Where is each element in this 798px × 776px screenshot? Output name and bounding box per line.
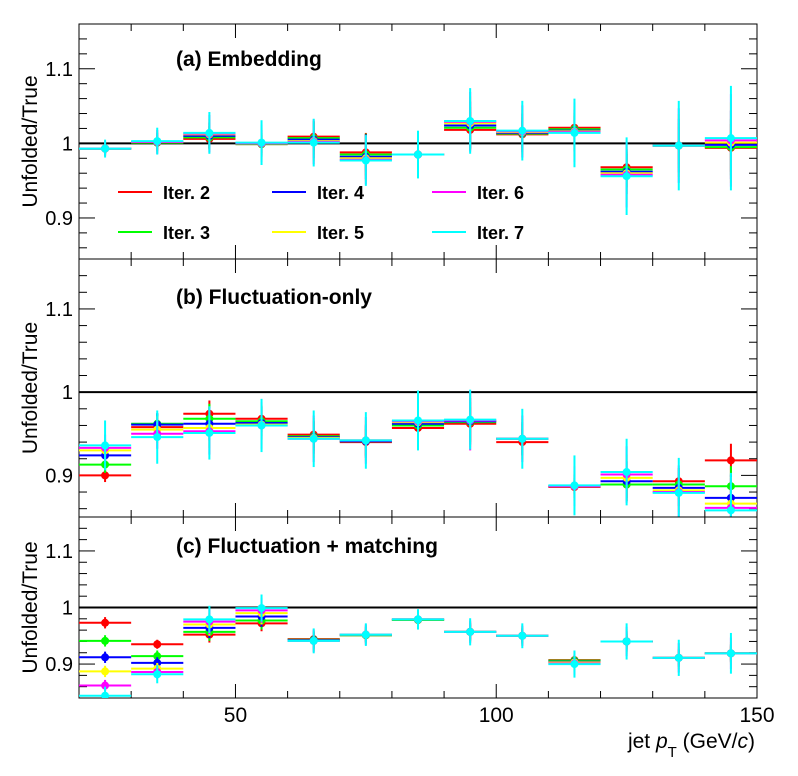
data-point — [518, 434, 527, 443]
ytick-label: 1.1 — [45, 59, 73, 81]
data-point — [726, 134, 735, 143]
ytick-label: 1 — [62, 382, 73, 404]
panel-label: (a) Embedding — [176, 48, 322, 71]
data-point — [726, 649, 735, 658]
x-axis-label-part: jet — [627, 730, 656, 753]
data-point — [674, 653, 683, 662]
data-point — [726, 456, 735, 465]
series-group — [79, 389, 757, 517]
xtick-label: 100 — [479, 704, 514, 727]
data-point — [466, 116, 475, 125]
data-point — [622, 637, 631, 646]
data-point — [257, 138, 266, 147]
data-point — [466, 627, 475, 636]
data-point — [153, 137, 162, 146]
panel-label: (b) Fluctuation-only — [176, 286, 372, 309]
data-point — [101, 691, 110, 698]
data-point — [361, 630, 370, 639]
series-group — [79, 85, 757, 215]
x-axis-label-part: T — [668, 744, 677, 761]
legend-entry: Iter. 7 — [477, 223, 524, 243]
data-point — [205, 615, 214, 624]
data-point — [361, 436, 370, 445]
series-iter-7 — [79, 594, 757, 698]
data-point — [101, 636, 110, 645]
data-point — [726, 506, 735, 515]
data-point — [414, 615, 422, 624]
data-point — [361, 156, 370, 165]
series-group — [79, 594, 757, 698]
data-point — [153, 652, 162, 661]
data-point — [309, 636, 318, 645]
series-iter-7 — [79, 389, 757, 517]
data-point — [414, 416, 422, 425]
ytick-label: 0.9 — [45, 208, 73, 230]
data-point — [674, 488, 683, 497]
data-point — [205, 428, 214, 437]
ytick-label: 1 — [62, 133, 73, 155]
data-point — [674, 141, 683, 150]
data-point — [570, 481, 579, 490]
data-point — [309, 138, 318, 147]
x-axis-label-part: ) — [748, 730, 755, 753]
data-point — [153, 640, 162, 649]
data-point — [101, 681, 110, 690]
ytick-label: 0.9 — [45, 654, 73, 676]
data-point — [414, 150, 422, 159]
data-point — [622, 468, 631, 477]
x-axis-label-part: p — [655, 730, 668, 753]
legend: Iter. 2 Iter. 4 Iter. 6 Iter. 3 Iter. 5 Iter.… — [118, 183, 524, 243]
xtick-label: 50 — [224, 704, 247, 727]
ytick-label: 1.1 — [45, 299, 73, 321]
y-axis-label: Unfolded/True — [19, 75, 42, 207]
data-point — [570, 660, 579, 669]
ytick-label: 0.9 — [45, 465, 73, 487]
legend-entry: Iter. 5 — [317, 223, 364, 243]
panel-label: (c) Fluctuation + matching — [176, 535, 438, 558]
data-point — [570, 128, 579, 137]
series-iter-7 — [79, 85, 757, 215]
xtick-label: 150 — [739, 704, 774, 727]
data-point — [205, 128, 214, 137]
data-point — [257, 604, 266, 613]
legend-entry: Iter. 2 — [163, 183, 210, 203]
data-point — [466, 415, 475, 424]
x-axis-label: jet pT (GeV/c) — [627, 730, 755, 761]
ytick-label: 1 — [62, 598, 73, 620]
legend-entry: Iter. 4 — [317, 183, 364, 203]
data-point — [153, 433, 162, 442]
data-point — [101, 667, 110, 676]
x-axis-label-part: (GeV/ — [677, 730, 738, 753]
y-axis-label: Unfolded/True — [19, 541, 42, 673]
legend-entry: Iter. 6 — [477, 183, 524, 203]
data-point — [101, 471, 110, 480]
data-point — [518, 631, 527, 640]
y-axis-label: Unfolded/True — [19, 322, 42, 454]
data-point — [518, 126, 527, 135]
data-point — [153, 670, 162, 679]
data-point — [101, 144, 110, 153]
x-axis-label-part: c — [738, 730, 749, 753]
data-point — [101, 441, 110, 450]
data-point — [309, 434, 318, 443]
legend-entry: Iter. 3 — [163, 223, 210, 243]
data-point — [622, 172, 631, 181]
data-point — [101, 618, 110, 627]
ytick-label: 1.1 — [45, 541, 73, 563]
data-point — [101, 653, 110, 662]
data-point — [257, 421, 266, 430]
